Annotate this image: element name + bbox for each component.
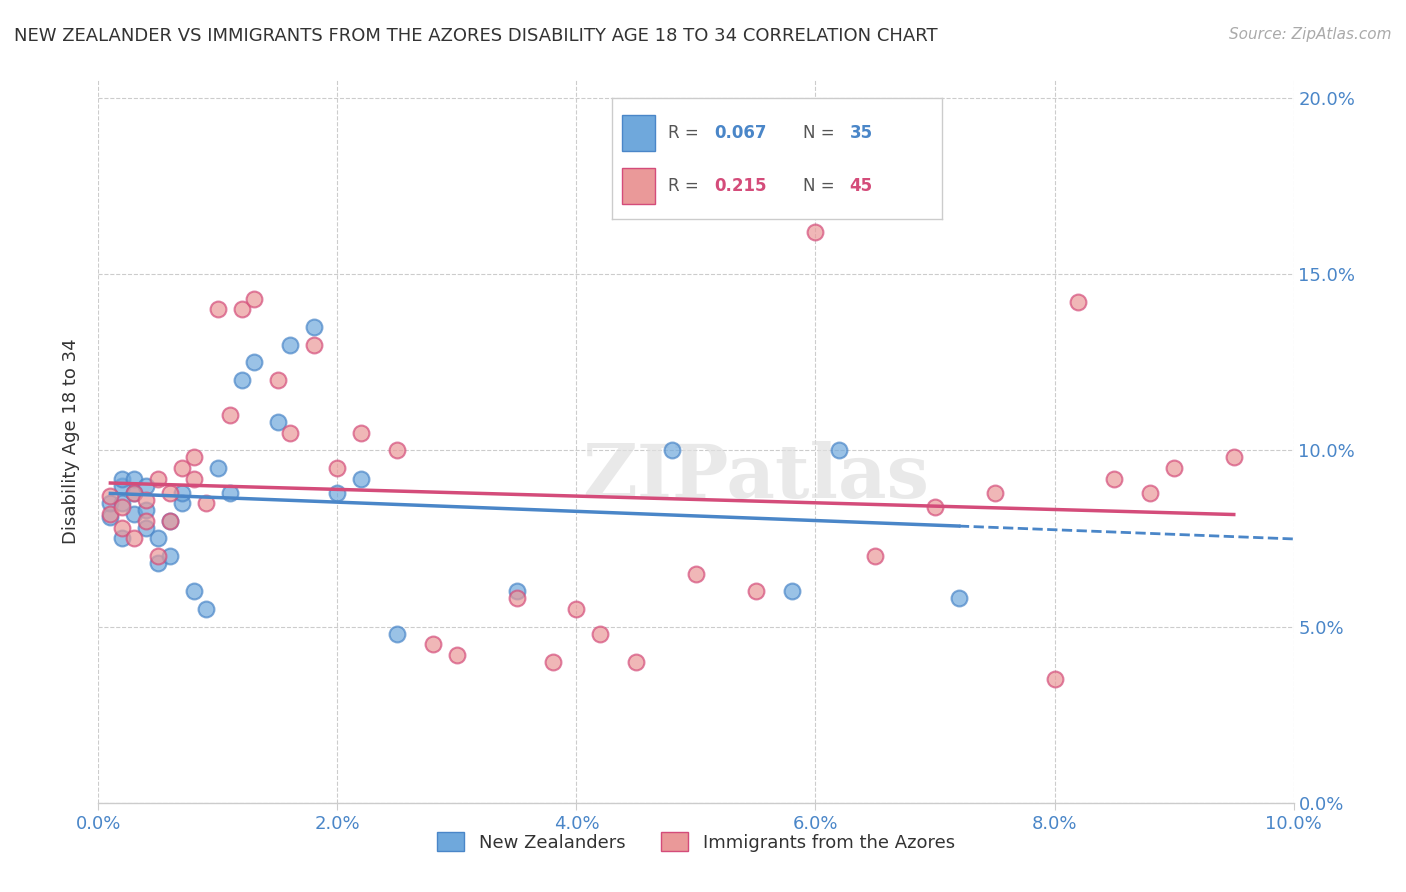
- Point: [924, 500, 946, 514]
- Point: [267, 373, 290, 387]
- Point: [98, 489, 122, 503]
- Point: [148, 532, 170, 546]
- Point: [148, 471, 170, 485]
- Point: [685, 566, 707, 581]
- Point: [111, 471, 134, 485]
- Text: R =: R =: [668, 177, 704, 195]
- Point: [541, 655, 564, 669]
- Point: [172, 485, 194, 500]
- Point: [172, 461, 194, 475]
- Point: [195, 496, 218, 510]
- Point: [1104, 471, 1126, 485]
- Text: N =: N =: [803, 124, 841, 142]
- Point: [148, 549, 170, 563]
- Legend: New Zealanders, Immigrants from the Azores: New Zealanders, Immigrants from the Azor…: [430, 825, 962, 859]
- Point: [124, 485, 146, 500]
- Point: [804, 225, 827, 239]
- Point: [1223, 450, 1246, 465]
- Point: [98, 510, 122, 524]
- Point: [506, 591, 529, 606]
- Text: NEW ZEALANDER VS IMMIGRANTS FROM THE AZORES DISABILITY AGE 18 TO 34 CORRELATION : NEW ZEALANDER VS IMMIGRANTS FROM THE AZO…: [14, 27, 938, 45]
- Text: 45: 45: [849, 177, 873, 195]
- Point: [124, 507, 146, 521]
- Point: [948, 591, 970, 606]
- Point: [278, 425, 301, 440]
- Point: [350, 471, 373, 485]
- Point: [124, 471, 146, 485]
- Point: [865, 549, 887, 563]
- Point: [135, 521, 157, 535]
- Text: 35: 35: [849, 124, 873, 142]
- Point: [302, 337, 325, 351]
- Point: [243, 292, 266, 306]
- Text: ZIPatlas: ZIPatlas: [582, 442, 929, 514]
- FancyBboxPatch shape: [621, 115, 655, 151]
- Point: [661, 443, 683, 458]
- Point: [98, 507, 122, 521]
- Point: [183, 471, 205, 485]
- Point: [828, 443, 851, 458]
- Point: [207, 302, 229, 317]
- Point: [172, 496, 194, 510]
- Point: [745, 584, 768, 599]
- Point: [446, 648, 468, 662]
- Point: [111, 478, 134, 492]
- Point: [111, 532, 134, 546]
- Point: [135, 503, 157, 517]
- Point: [326, 461, 349, 475]
- Point: [506, 584, 529, 599]
- Point: [148, 556, 170, 570]
- Point: [124, 485, 146, 500]
- Point: [302, 320, 325, 334]
- Text: 0.215: 0.215: [714, 177, 766, 195]
- Point: [159, 549, 181, 563]
- Point: [98, 496, 122, 510]
- Point: [1043, 673, 1066, 687]
- Point: [195, 602, 218, 616]
- Point: [385, 626, 409, 640]
- Point: [159, 514, 181, 528]
- Point: [111, 521, 134, 535]
- Point: [159, 514, 181, 528]
- Point: [326, 485, 349, 500]
- Text: R =: R =: [668, 124, 704, 142]
- Point: [1067, 295, 1090, 310]
- FancyBboxPatch shape: [621, 168, 655, 204]
- Point: [231, 302, 253, 317]
- Point: [231, 373, 253, 387]
- Point: [207, 461, 229, 475]
- Y-axis label: Disability Age 18 to 34: Disability Age 18 to 34: [62, 339, 80, 544]
- Point: [183, 584, 205, 599]
- Point: [565, 602, 588, 616]
- Text: N =: N =: [803, 177, 841, 195]
- Text: Source: ZipAtlas.com: Source: ZipAtlas.com: [1229, 27, 1392, 42]
- Point: [780, 584, 803, 599]
- Point: [1139, 485, 1161, 500]
- Point: [135, 514, 157, 528]
- Point: [278, 337, 301, 351]
- Point: [111, 496, 134, 510]
- Point: [243, 355, 266, 369]
- Point: [385, 443, 409, 458]
- Point: [589, 626, 612, 640]
- Point: [422, 637, 444, 651]
- Point: [124, 532, 146, 546]
- Text: 0.067: 0.067: [714, 124, 766, 142]
- Point: [626, 655, 648, 669]
- Point: [219, 408, 242, 422]
- Point: [350, 425, 373, 440]
- Point: [135, 478, 157, 492]
- Point: [183, 450, 205, 465]
- Point: [984, 485, 1007, 500]
- Point: [135, 492, 157, 507]
- Point: [159, 485, 181, 500]
- Point: [111, 500, 134, 514]
- Point: [219, 485, 242, 500]
- Point: [267, 415, 290, 429]
- Point: [1163, 461, 1185, 475]
